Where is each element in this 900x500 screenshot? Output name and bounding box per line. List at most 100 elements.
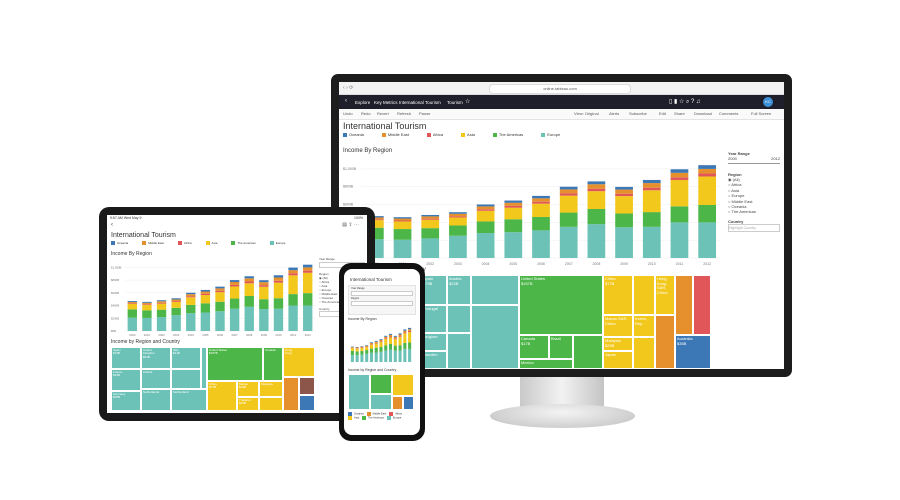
bar-2003-europe[interactable] [365, 353, 369, 362]
bar-2011-middle-east[interactable] [288, 270, 298, 274]
tablet-tm-germany[interactable]: Germany $35B [111, 391, 141, 411]
tablet-tm-austria[interactable]: Austria [141, 369, 171, 389]
legend-item-3[interactable]: Asia [461, 132, 475, 137]
back-icon[interactable]: ‹ [345, 98, 347, 104]
bar-2003-middle-east[interactable] [449, 213, 467, 217]
bar-2007-the-americas[interactable] [229, 298, 240, 309]
bar-2007-oceania[interactable] [229, 280, 240, 282]
bar-2009-middle-east[interactable] [393, 336, 397, 339]
treemap-europe-misc-3[interactable] [471, 275, 519, 305]
bar-2005-oceania[interactable] [374, 340, 378, 342]
bar-2008-africa[interactable] [389, 336, 393, 338]
favorite-star-icon[interactable]: ☆ [465, 99, 471, 105]
bar-2006-europe[interactable] [215, 311, 225, 331]
bar-2009-oceania[interactable] [393, 335, 397, 337]
bar-2007-the-americas[interactable] [384, 345, 388, 351]
bar-2004-africa[interactable] [369, 344, 373, 345]
bar-2004-middle-east[interactable] [476, 206, 495, 210]
bar-2008-africa[interactable] [587, 188, 606, 192]
phone-income-chart[interactable] [348, 322, 414, 364]
bar-2000-middle-east[interactable] [350, 347, 354, 348]
bar-2002-europe[interactable] [156, 317, 167, 331]
bar-2011-oceania[interactable] [670, 169, 689, 173]
legend-item-2[interactable]: Africa [389, 412, 402, 416]
tablet-tm-thailand[interactable]: Thailand $31B [237, 397, 259, 411]
bar-2000-europe[interactable] [127, 317, 137, 331]
region-option-0[interactable]: ◉ (All) [319, 276, 328, 280]
region-filter-list[interactable]: ◉ (All) ○ Africa ○ Asia ○ Europe ○ Middle Ea… [728, 177, 784, 215]
bar-2010-africa[interactable] [642, 187, 661, 191]
toolbar-comments[interactable]: Comments [719, 111, 739, 116]
bar-2007-africa[interactable] [559, 193, 578, 196]
bar-2005-europe[interactable] [374, 352, 378, 362]
bar-2002-middle-east[interactable] [421, 216, 440, 219]
tablet-income-chart[interactable]: $1,000B $800B $600B $400B $200B $0B 2000 2001 20… [111, 257, 317, 337]
bar-2004-middle-east[interactable] [186, 294, 196, 297]
bar-2011-the-americas[interactable] [403, 343, 407, 349]
region-option-3[interactable]: ○ Europe [319, 288, 332, 293]
bar-2008-asia[interactable] [244, 283, 254, 296]
legend-item-4[interactable]: The Americas [231, 241, 256, 246]
bar-2012-the-americas[interactable] [303, 293, 313, 306]
breadcrumb-2[interactable]: International Tourism [399, 99, 441, 105]
bar-2012-asia[interactable] [408, 332, 412, 343]
bar-2000-europe[interactable] [350, 355, 354, 362]
phone-tm-oceania[interactable] [403, 396, 414, 410]
bar-2003-africa[interactable] [171, 301, 181, 303]
bar-2010-oceania[interactable] [642, 179, 661, 184]
bar-2001-middle-east[interactable] [142, 302, 152, 305]
bar-2010-oceania[interactable] [273, 275, 284, 278]
bar-2002-the-americas[interactable] [360, 351, 364, 355]
bar-2002-the-americas[interactable] [421, 228, 440, 239]
bar-2003-oceania[interactable] [171, 298, 181, 300]
bar-2007-oceania[interactable] [559, 186, 578, 190]
bar-2006-oceania[interactable] [215, 286, 225, 289]
legend-item-2[interactable]: Africa [426, 132, 443, 137]
bar-2009-asia[interactable] [615, 196, 633, 214]
bar-2007-asia[interactable] [384, 339, 388, 346]
phone-tm-europe-2[interactable] [370, 394, 392, 410]
bar-2003-oceania[interactable] [365, 345, 369, 346]
bar-2001-asia[interactable] [393, 221, 412, 230]
bar-2007-africa[interactable] [384, 338, 388, 340]
bar-2008-africa[interactable] [244, 281, 254, 284]
bar-2008-oceania[interactable] [389, 333, 393, 335]
tablet-tm-uk[interactable]: United Kingdom $61B [141, 347, 171, 369]
bar-2007-europe[interactable] [559, 226, 578, 258]
bar-2001-middle-east[interactable] [393, 218, 412, 221]
bar-2012-asia[interactable] [303, 272, 313, 294]
toolbar-edit[interactable]: Edit [659, 111, 666, 116]
legend-item-1[interactable]: Middle East [381, 132, 409, 137]
region-option-3[interactable]: ○ Europe [728, 193, 745, 199]
bar-2012-oceania[interactable] [408, 327, 412, 330]
bar-2002-oceania[interactable] [360, 346, 364, 347]
bar-2004-europe[interactable] [369, 352, 373, 362]
region-option-2[interactable]: ○ Asia [319, 284, 328, 289]
tablet-tm-switzerland[interactable]: Switzerland [171, 389, 207, 411]
bar-2006-middle-east[interactable] [532, 198, 550, 202]
legend-item-4[interactable]: The Americas [492, 132, 523, 137]
bar-2004-europe[interactable] [476, 233, 495, 258]
legend-item-0[interactable]: Oceania [343, 132, 364, 137]
bar-2009-europe[interactable] [615, 227, 633, 258]
bar-2002-middle-east[interactable] [360, 346, 364, 348]
treemap-africa[interactable] [693, 275, 711, 335]
bar-2007-asia[interactable] [229, 286, 240, 299]
bar-2008-middle-east[interactable] [389, 334, 393, 337]
treemap-china[interactable]: China $77B [603, 275, 633, 315]
bar-2004-oceania[interactable] [186, 292, 196, 295]
bar-2009-europe[interactable] [259, 309, 269, 331]
phone-treemap[interactable] [348, 374, 414, 410]
treemap-austria[interactable]: Austria $22B [447, 275, 471, 305]
tablet-back-icon[interactable]: ‹ [111, 222, 113, 228]
treemap-macao[interactable]: Macao SAR, China [603, 315, 633, 337]
bar-2001-africa[interactable] [142, 304, 152, 305]
bar-2005-asia[interactable] [504, 207, 523, 220]
bar-2008-asia[interactable] [389, 337, 393, 344]
bar-2001-asia[interactable] [142, 304, 152, 311]
toolbar-view[interactable]: View: Original [574, 111, 599, 116]
legend-item-0[interactable]: Oceania [111, 241, 128, 246]
treemap-middle-east-2[interactable] [655, 315, 675, 369]
legend-item-3[interactable]: Asia [205, 241, 217, 246]
bar-2002-middle-east[interactable] [156, 301, 167, 303]
